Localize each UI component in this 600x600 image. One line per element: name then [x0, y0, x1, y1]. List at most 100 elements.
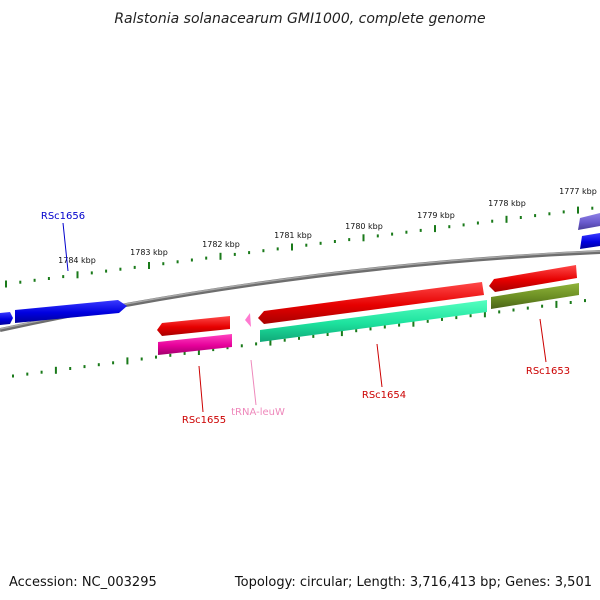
scale-ticks-inner — [12, 299, 586, 378]
scale-label: 1782 kbp — [202, 240, 240, 249]
minor-tick — [183, 351, 186, 355]
minor-tick — [348, 238, 351, 242]
minor-tick — [355, 329, 358, 333]
minor-tick — [319, 241, 322, 245]
gene-label-rsc1653[interactable]: RSc1653 — [526, 366, 570, 377]
gene-arrow-rsc1654-red — [258, 282, 484, 324]
minor-tick — [283, 338, 286, 342]
minor-tick — [19, 280, 22, 284]
minor-tick — [548, 212, 551, 216]
minor-tick — [376, 234, 379, 238]
minor-tick — [133, 265, 136, 269]
gene-label-rsc1655[interactable]: RSc1655 — [182, 415, 226, 426]
gene-arrow-rsc1656 — [15, 300, 127, 323]
minor-tick — [584, 299, 586, 303]
gene-label-trna-leuw[interactable]: tRNA-leuW — [231, 407, 285, 418]
minor-tick — [262, 249, 265, 253]
minor-tick — [97, 363, 100, 367]
minor-tick — [226, 346, 229, 350]
label-line-rsc1654 — [376, 343, 383, 388]
minor-tick — [333, 240, 336, 243]
genome-summary-text: Topology: circular; Length: 3,716,413 bp… — [234, 575, 592, 590]
minor-tick — [326, 333, 329, 336]
minor-tick — [162, 262, 165, 266]
minor-tick — [255, 342, 258, 346]
minor-tick — [240, 344, 243, 348]
minor-tick — [248, 251, 251, 255]
minor-tick — [455, 316, 458, 320]
major-tick — [76, 271, 79, 279]
major-tick — [5, 280, 7, 288]
minor-tick — [405, 230, 408, 234]
minor-tick — [62, 275, 65, 279]
minor-tick — [190, 258, 193, 262]
minor-tick — [212, 348, 215, 352]
scale-label: 1777 kbp — [559, 187, 597, 196]
major-tick — [54, 366, 57, 374]
feature-bar-teal — [260, 300, 487, 342]
gene-label-rsc1654[interactable]: RSc1654 — [362, 390, 406, 401]
minor-tick — [90, 271, 93, 275]
accession-text: Accession: NC_003295 — [9, 575, 157, 590]
minor-tick — [469, 314, 472, 318]
feature-arrow-blue-outer — [580, 233, 600, 249]
minor-tick — [562, 210, 565, 214]
minor-tick — [391, 232, 394, 236]
major-tick — [148, 262, 150, 269]
scale-label: 1778 kbp — [488, 199, 526, 208]
major-tick — [219, 252, 222, 260]
minor-tick — [119, 267, 122, 271]
minor-tick — [155, 355, 157, 359]
major-tick — [555, 300, 558, 308]
minor-tick — [383, 325, 386, 329]
minor-tick — [426, 319, 429, 323]
scale-ticks-outer — [5, 206, 594, 288]
gene-arrow-rsc1653-red — [489, 265, 577, 292]
major-tick — [483, 310, 486, 318]
minor-tick — [105, 269, 108, 273]
minor-tick — [441, 317, 443, 321]
feature-arrow-purple — [578, 213, 600, 230]
minor-tick — [591, 206, 594, 210]
minor-tick — [541, 304, 544, 308]
minor-tick — [305, 243, 308, 247]
gene-arrow-rsc1655-red — [157, 316, 230, 336]
minor-tick — [419, 228, 422, 232]
minor-tick — [12, 374, 14, 378]
minor-tick — [512, 308, 515, 312]
major-tick — [412, 319, 415, 327]
minor-tick — [40, 370, 43, 374]
minor-tick — [398, 323, 401, 327]
minor-tick — [491, 219, 494, 223]
gene-label-rsc1656[interactable]: RSc1656 — [41, 211, 85, 222]
scale-label: 1780 kbp — [345, 222, 383, 231]
major-tick — [434, 225, 436, 233]
minor-tick — [526, 306, 529, 310]
minor-tick — [448, 225, 451, 229]
minor-tick — [205, 256, 208, 260]
label-line-rsc1653 — [539, 318, 547, 363]
label-line-rsc1655 — [198, 365, 204, 413]
major-tick — [126, 357, 129, 365]
minor-tick — [462, 223, 465, 227]
map-title: Ralstonia solanacearum GMI1000, complete… — [114, 11, 485, 27]
feature-bar-magenta — [158, 334, 232, 355]
major-tick — [291, 243, 293, 251]
feature-bar-olive — [491, 283, 579, 309]
scale-label: 1783 kbp — [130, 248, 168, 257]
minor-tick — [69, 367, 72, 370]
minor-tick — [112, 361, 115, 365]
minor-tick — [26, 372, 29, 376]
major-tick — [197, 348, 200, 355]
scale-label: 1779 kbp — [417, 211, 455, 220]
minor-tick — [83, 365, 86, 369]
major-tick — [577, 206, 579, 214]
label-line-trna — [250, 359, 257, 406]
minor-tick — [476, 221, 479, 225]
minor-tick — [519, 216, 522, 219]
minor-tick — [47, 277, 50, 280]
minor-tick — [534, 214, 537, 218]
minor-tick — [369, 327, 372, 331]
scale-labels: 1777 kbp 1778 kbp 1779 kbp 1780 kbp 1781… — [58, 187, 597, 265]
